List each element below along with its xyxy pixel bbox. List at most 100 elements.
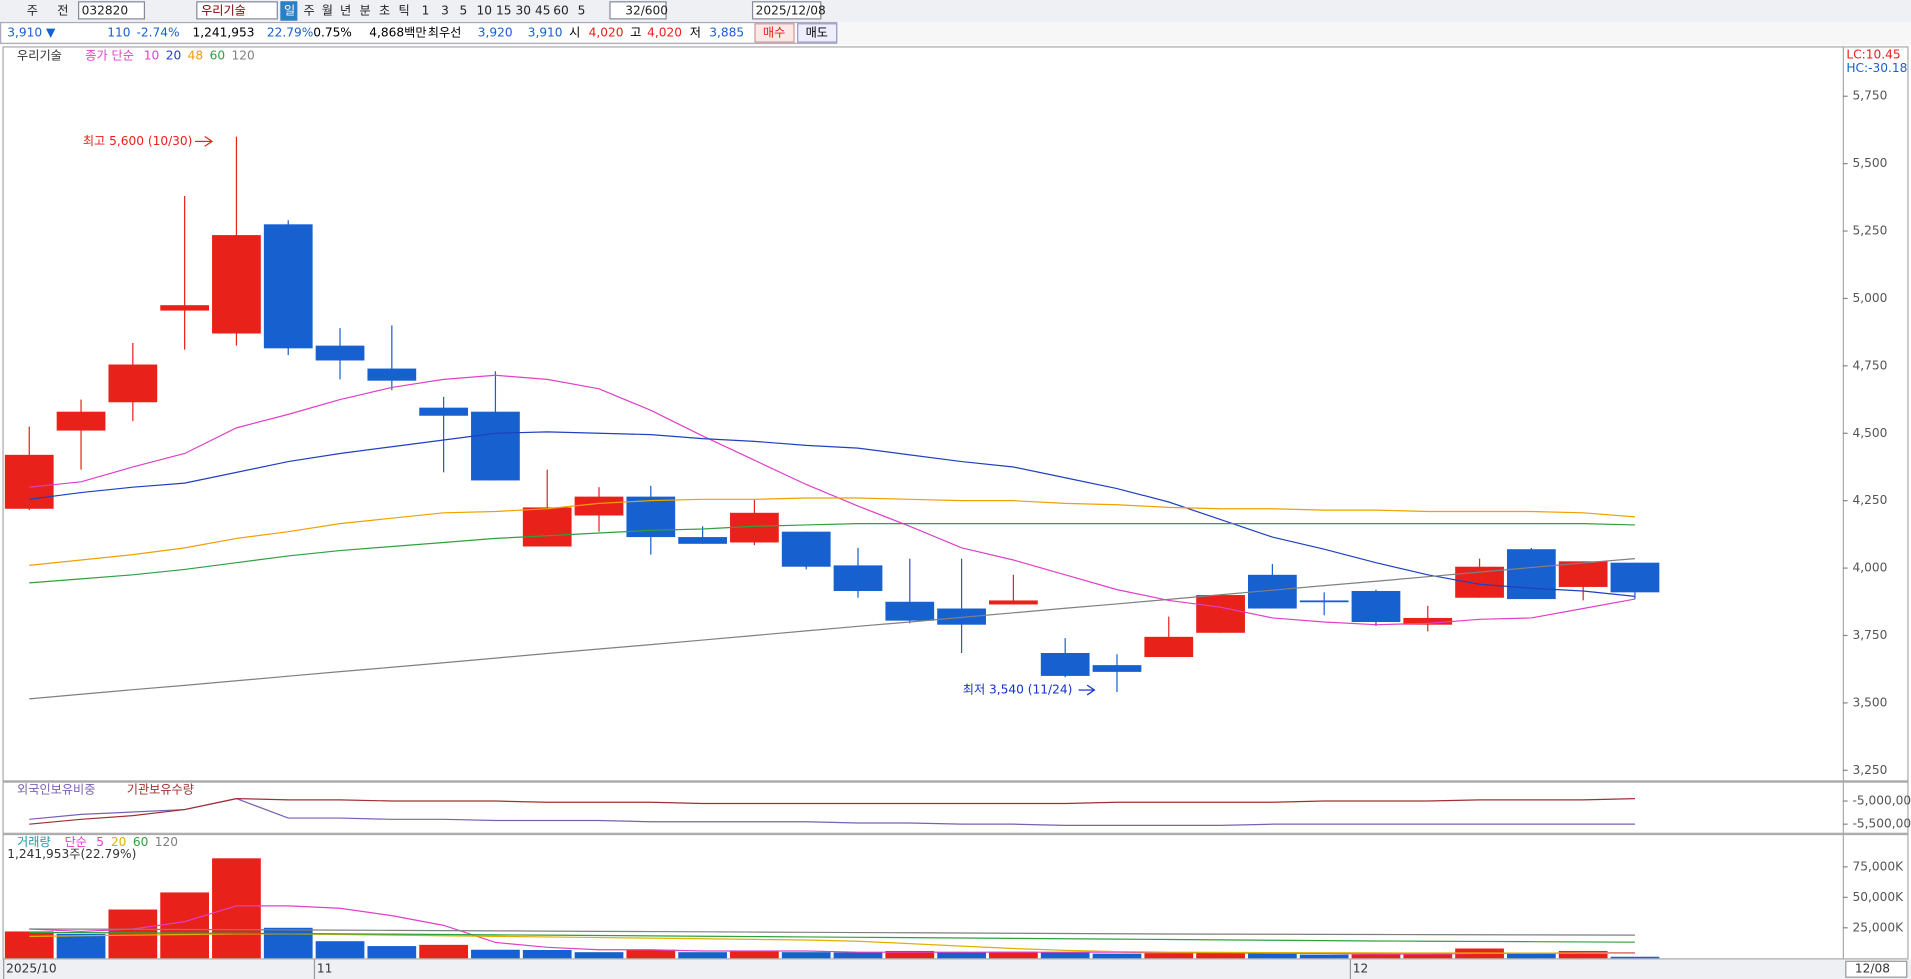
toolbar-item[interactable]: 032820 xyxy=(82,3,128,17)
toolbar-item[interactable]: 1 xyxy=(422,3,430,17)
legend-entry: 20 xyxy=(111,835,126,849)
toolbar-item[interactable]: 5 xyxy=(459,3,467,17)
candle-body xyxy=(56,411,106,431)
ma-line xyxy=(29,928,1635,936)
quote-item: 3,920 xyxy=(478,25,513,39)
volume-bar xyxy=(263,927,313,959)
candle-body xyxy=(1558,561,1608,587)
ma-line xyxy=(29,797,1635,825)
ma-label: 종가 단순 xyxy=(85,49,134,63)
toolbar-item[interactable]: 월 xyxy=(322,3,333,17)
candle-body xyxy=(1610,562,1660,593)
low-annotation: 최저 3,540 (11/24) xyxy=(963,683,1073,697)
quote-item: 최우선 xyxy=(428,25,462,39)
stock-title: 우리기술 xyxy=(17,49,62,63)
low-arrow-head xyxy=(1086,684,1096,696)
candle-body xyxy=(522,507,572,547)
candle-body xyxy=(1506,549,1556,600)
y-tick-label: 75,000K xyxy=(1853,859,1905,873)
toolbar-item[interactable]: 초 xyxy=(379,3,390,17)
quote-item: 4,020 xyxy=(589,25,624,39)
candle-body xyxy=(471,411,520,481)
toolbar-item[interactable]: 60 xyxy=(553,3,568,17)
toolbar-item[interactable]: 15 xyxy=(496,3,511,17)
candle-body xyxy=(1040,653,1090,676)
volume-bar xyxy=(574,952,624,959)
toolbar-item[interactable]: 분 xyxy=(360,3,371,17)
toolbar-item[interactable]: 우리기술 xyxy=(201,3,246,17)
count-box[interactable] xyxy=(609,1,667,20)
toolbar-item[interactable]: 30 xyxy=(516,3,531,17)
volume-bar xyxy=(1196,952,1245,959)
candle-body xyxy=(160,305,210,311)
candle-body xyxy=(367,368,417,381)
y-tick-label: 5,250 xyxy=(1853,224,1888,238)
ma-line xyxy=(29,797,1635,826)
toolbar-item[interactable]: 5 xyxy=(578,3,586,17)
toolbar-item[interactable]: 32/600 xyxy=(625,3,668,17)
legend-entry: 20 xyxy=(166,49,181,63)
candle-body xyxy=(419,407,468,416)
volume-bar xyxy=(1610,956,1660,959)
volume-bar xyxy=(1040,952,1090,959)
quote-item: 3,910 xyxy=(528,25,563,39)
candle-body xyxy=(885,601,935,621)
buy-button[interactable] xyxy=(754,23,795,43)
toolbar-item[interactable]: 주 xyxy=(27,3,38,17)
y-tick-label: 50,000K xyxy=(1853,890,1905,904)
candle-body xyxy=(1455,566,1504,598)
y-tick-label: 4,750 xyxy=(1853,358,1888,372)
toolbar-item[interactable]: 2025/12/08 xyxy=(756,3,826,17)
sell-button[interactable] xyxy=(797,23,838,43)
hc-label: HC:-30.18 xyxy=(1846,61,1907,75)
toolbar-item[interactable]: 주 xyxy=(303,3,314,17)
ma-line xyxy=(29,431,1636,597)
toolbar-item[interactable]: 10 xyxy=(477,3,492,17)
legend-entry: 120 xyxy=(155,835,178,849)
candle-body xyxy=(315,345,365,361)
volume-bar xyxy=(419,944,468,959)
candle-body xyxy=(678,537,727,544)
volume-bar xyxy=(1403,954,1453,959)
quote-item: 4,868백만 xyxy=(369,25,426,39)
quote-item: 매수 xyxy=(763,25,785,39)
holding-panel xyxy=(2,781,1909,834)
toolbar-item[interactable]: 틱 xyxy=(399,3,410,17)
legend-entry: 48 xyxy=(188,49,203,63)
candle-body xyxy=(574,496,624,516)
ma-line xyxy=(29,522,1635,584)
volume-bar xyxy=(1351,954,1401,959)
quote-item: 시 xyxy=(569,25,580,39)
legend-entry: 60 xyxy=(210,49,225,63)
y-tick-label: 4,000 xyxy=(1853,561,1888,575)
x-axis-bar xyxy=(0,959,1911,979)
x-tick-label: 11 xyxy=(317,962,332,976)
toolbar-item[interactable]: 전 xyxy=(57,3,68,17)
y-tick-label: 5,500 xyxy=(1853,156,1888,170)
volume-bar xyxy=(522,949,572,959)
legend-entry: 10 xyxy=(144,49,159,63)
ma-line xyxy=(29,558,1636,700)
volume-title: 거래량 xyxy=(17,835,51,849)
x-end-label: 12/08 xyxy=(1855,962,1890,976)
code-input[interactable] xyxy=(78,1,146,20)
toolbar-item[interactable]: 일 xyxy=(284,3,295,17)
toolbar-item[interactable]: 3 xyxy=(441,3,449,17)
ma-line xyxy=(29,497,1636,566)
name-box[interactable] xyxy=(196,1,278,20)
candle-body xyxy=(1144,636,1194,658)
candle-body xyxy=(263,224,313,349)
volume-bar xyxy=(885,950,935,959)
volume-bar xyxy=(1092,953,1142,959)
high-annotation: 최고 5,600 (10/30) xyxy=(83,134,193,148)
volume-bar xyxy=(937,952,986,959)
day-button[interactable] xyxy=(280,1,298,21)
toolbar-item[interactable]: 년 xyxy=(340,3,351,17)
toolbar-item[interactable]: 45 xyxy=(535,3,550,17)
date-box[interactable] xyxy=(751,1,822,20)
y-tick-label: 3,750 xyxy=(1853,628,1888,642)
y-tick-label: 5,750 xyxy=(1853,89,1888,103)
high-arrow-head xyxy=(204,136,214,147)
y-tick-label: 4,250 xyxy=(1853,493,1888,507)
quote-item: 3,910 ▼ xyxy=(7,25,56,39)
